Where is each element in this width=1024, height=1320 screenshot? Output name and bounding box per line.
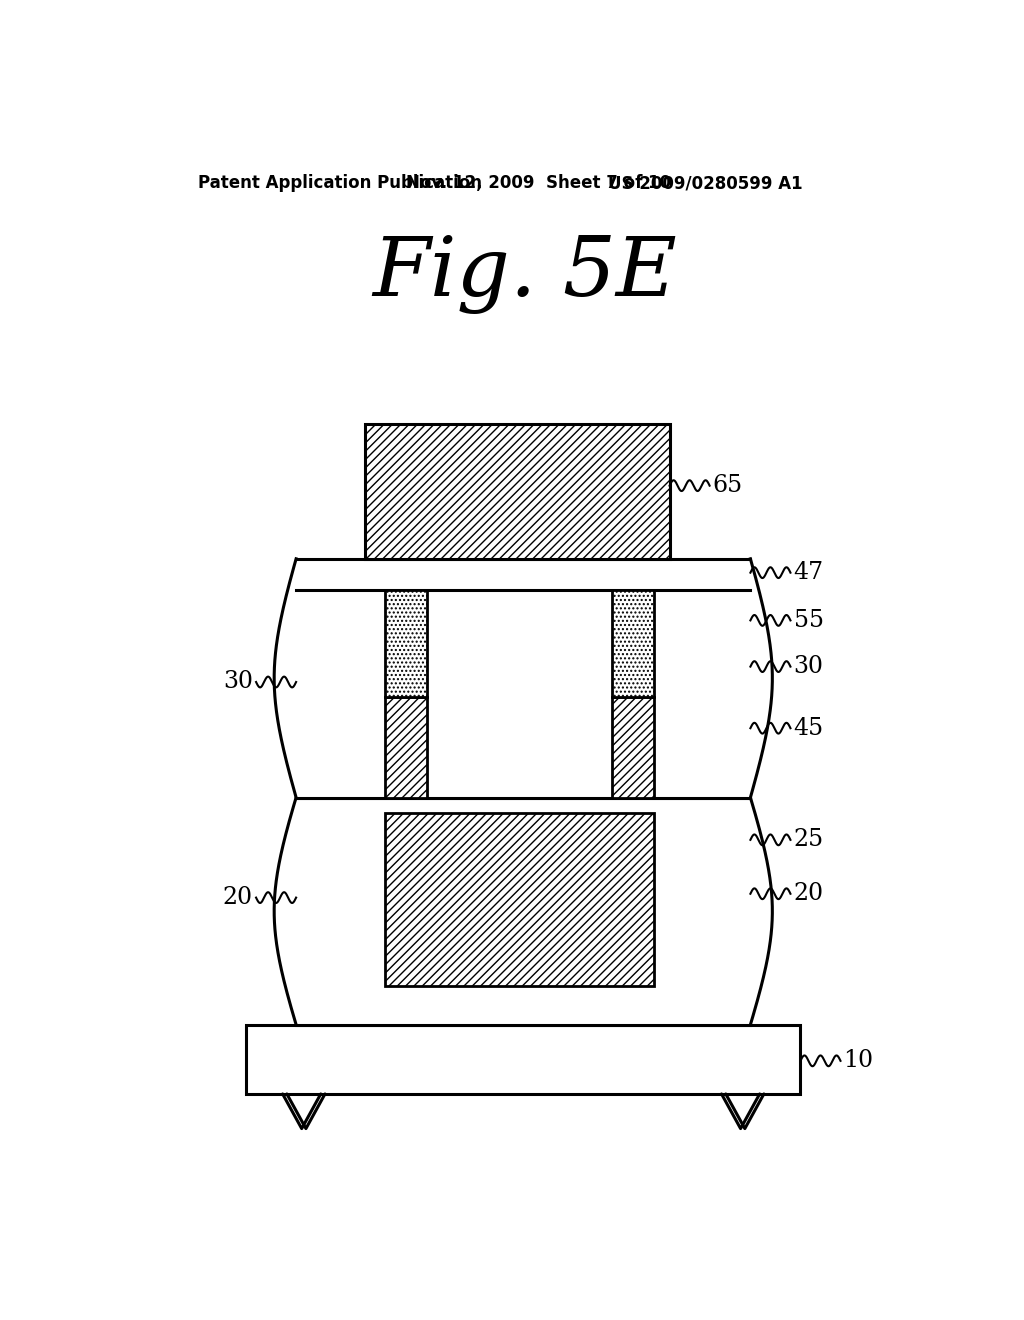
Text: Nov. 12, 2009  Sheet 7 of 10: Nov. 12, 2009 Sheet 7 of 10 <box>407 174 672 191</box>
Text: 65: 65 <box>713 474 742 498</box>
Bar <box>611 590 654 697</box>
Polygon shape <box>274 558 772 797</box>
Text: 10: 10 <box>844 1049 873 1072</box>
Text: 25: 25 <box>794 829 823 851</box>
Bar <box>246 1024 801 1094</box>
Bar <box>385 813 654 986</box>
Text: US 2009/0280599 A1: US 2009/0280599 A1 <box>608 174 803 191</box>
Text: 20: 20 <box>223 886 253 909</box>
Text: 30: 30 <box>794 655 823 678</box>
Bar <box>385 697 427 797</box>
Bar <box>385 590 427 697</box>
Text: 45: 45 <box>794 717 823 739</box>
Text: Fig. 5E: Fig. 5E <box>373 234 677 314</box>
Text: Patent Application Publication: Patent Application Publication <box>199 174 482 191</box>
Text: 20: 20 <box>794 882 823 906</box>
Bar <box>366 424 670 558</box>
Text: 30: 30 <box>223 671 253 693</box>
Bar <box>611 697 654 797</box>
Polygon shape <box>274 797 772 1024</box>
Text: 47: 47 <box>794 561 823 585</box>
Text: 55: 55 <box>794 609 823 632</box>
